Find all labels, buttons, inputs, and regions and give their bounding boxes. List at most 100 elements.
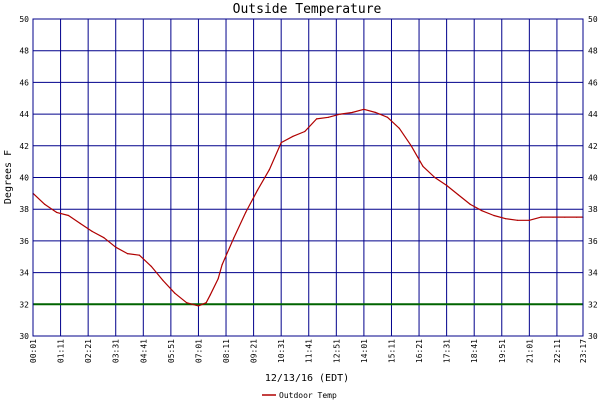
- data-point: [67, 214, 70, 217]
- y-tick-label-left: 34: [19, 269, 29, 278]
- y-axis-right: 30 32 34 36 38 40 42 44 46 48 50: [588, 15, 598, 341]
- data-point: [162, 279, 164, 282]
- data-point: [174, 292, 176, 294]
- data-point: [126, 253, 129, 255]
- data-point: [186, 302, 188, 304]
- data-point: [138, 254, 140, 256]
- data-point: [576, 216, 578, 218]
- x-tick-label: 15:11: [387, 339, 396, 363]
- x-tick-label: 19:51: [498, 339, 507, 363]
- y-tick-label-left: 50: [19, 15, 29, 24]
- y-tick-label-right: 50: [588, 15, 598, 24]
- x-tick-label: 04:41: [139, 339, 148, 363]
- data-point: [79, 222, 81, 225]
- data-point: [446, 184, 448, 186]
- y-tick-label-right: 48: [588, 47, 598, 56]
- data-point: [103, 237, 105, 239]
- x-tick-label: 02:21: [84, 339, 93, 363]
- x-tick-label: 09:21: [250, 339, 259, 363]
- data-point: [457, 194, 459, 196]
- y-tick-label-left: 48: [19, 47, 29, 56]
- data-point: [481, 210, 483, 212]
- x-tick-label: 16:21: [415, 339, 424, 363]
- data-point: [351, 111, 353, 114]
- data-point: [540, 216, 542, 218]
- data-point: [386, 116, 389, 118]
- data-point: [422, 165, 424, 167]
- data-point: [316, 118, 318, 120]
- x-tick-label: 14:01: [360, 339, 369, 363]
- data-point: [564, 216, 566, 218]
- y-axis-left: 30 32 34 36 38 40 42 44 46 48 50: [19, 15, 29, 341]
- data-point: [379, 113, 381, 115]
- data-point: [339, 113, 341, 115]
- x-tick-label: 00:01: [29, 339, 38, 363]
- data-point: [469, 203, 471, 205]
- y-tick-label-left: 46: [19, 78, 29, 87]
- data-point: [221, 264, 223, 266]
- y-tick-label-right: 46: [588, 78, 598, 87]
- data-point: [516, 219, 519, 221]
- data-point: [245, 211, 247, 213]
- data-point: [268, 169, 270, 171]
- data-point: [552, 216, 554, 218]
- x-tick-label: 12:51: [332, 339, 341, 363]
- x-tick-label: 21:01: [525, 339, 534, 363]
- x-axis: 00:01 01:11 02:21 03:31 04:41 05:51 07:01 08:11…: [29, 339, 588, 363]
- x-tick-label: 01:11: [57, 339, 66, 363]
- x-tick-label: 07:01: [194, 339, 203, 363]
- y-tick-label-right: 34: [588, 269, 598, 278]
- y-tick-label-left: 40: [19, 174, 29, 183]
- y-tick-label-right: 40: [588, 174, 598, 183]
- y-tick-label-right: 30: [588, 332, 598, 341]
- data-point: [292, 135, 294, 137]
- x-tick-label: 11:41: [305, 339, 314, 363]
- data-point: [209, 294, 211, 296]
- y-tick-label-left: 36: [19, 237, 29, 246]
- data-point: [256, 189, 259, 191]
- grid: [32, 18, 583, 337]
- y-tick-label-right: 42: [588, 142, 598, 151]
- x-tick-label: 05:51: [167, 339, 176, 363]
- data-point: [115, 246, 117, 248]
- y-tick-label-right: 36: [588, 237, 598, 246]
- plot-border: [32, 18, 584, 337]
- x-tick-label: 18:41: [470, 339, 479, 363]
- x-axis-label: 12/13/16 (EDT): [265, 373, 349, 384]
- data-point: [197, 305, 199, 307]
- data-point: [91, 230, 93, 232]
- data-point: [205, 302, 207, 304]
- chart-title: Outside Temperature: [233, 2, 382, 17]
- y-axis-label: Degrees F: [3, 150, 14, 204]
- legend-label: Outdoor Temp: [279, 391, 337, 400]
- x-tick-label: 22:11: [553, 339, 562, 363]
- series-group: [32, 108, 584, 307]
- data-point: [327, 116, 329, 118]
- y-tick-label-right: 32: [588, 300, 598, 309]
- data-point: [304, 130, 306, 133]
- data-point: [505, 218, 507, 220]
- legend: Outdoor Temp: [262, 391, 337, 400]
- y-tick-label-right: 38: [588, 205, 598, 214]
- y-tick-label-left: 30: [19, 332, 29, 341]
- y-tick-label-left: 38: [19, 205, 29, 214]
- data-point: [398, 127, 400, 129]
- data-point: [410, 145, 412, 147]
- data-point: [233, 237, 235, 239]
- y-tick-label-left: 44: [19, 110, 29, 119]
- data-point: [44, 203, 46, 205]
- data-point: [375, 111, 377, 114]
- data-point: [56, 211, 58, 213]
- data-point: [280, 142, 282, 144]
- x-tick-label: 10:31: [277, 339, 286, 363]
- x-tick-label: 17:31: [443, 339, 452, 363]
- data-point: [434, 176, 436, 179]
- x-tick-label: 03:31: [112, 339, 121, 363]
- y-tick-label-left: 32: [19, 300, 29, 309]
- data-point: [528, 219, 530, 221]
- data-point: [493, 214, 495, 217]
- x-tick-label: 08:11: [222, 339, 231, 363]
- data-point: [217, 278, 219, 280]
- y-tick-label-left: 42: [19, 142, 29, 151]
